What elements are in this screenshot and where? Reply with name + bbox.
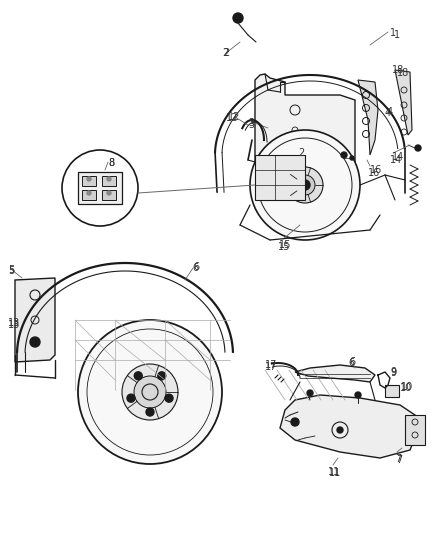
Text: 12: 12 xyxy=(226,113,238,123)
Text: 8: 8 xyxy=(108,158,114,168)
Polygon shape xyxy=(280,395,418,458)
Text: 7: 7 xyxy=(396,455,402,465)
Text: 10: 10 xyxy=(400,383,412,393)
Text: 6: 6 xyxy=(349,357,355,367)
Circle shape xyxy=(341,152,347,158)
Circle shape xyxy=(350,156,354,160)
Text: 14: 14 xyxy=(390,155,402,165)
Circle shape xyxy=(287,167,323,203)
Text: 5: 5 xyxy=(8,266,14,276)
Text: 11: 11 xyxy=(328,467,340,477)
Bar xyxy=(102,176,116,186)
Bar xyxy=(255,155,305,200)
Text: 12: 12 xyxy=(228,112,240,122)
Text: 13: 13 xyxy=(8,320,20,330)
Text: 1: 1 xyxy=(394,30,400,40)
Text: 3: 3 xyxy=(248,118,254,128)
Circle shape xyxy=(122,364,178,420)
Polygon shape xyxy=(15,278,55,362)
Text: 2: 2 xyxy=(298,148,304,158)
Text: 14: 14 xyxy=(392,152,404,162)
Circle shape xyxy=(87,191,91,195)
Text: 16: 16 xyxy=(368,168,380,178)
Circle shape xyxy=(307,390,313,396)
Polygon shape xyxy=(395,70,412,135)
Text: 2: 2 xyxy=(222,48,228,58)
Text: 8: 8 xyxy=(108,158,114,168)
Text: 16: 16 xyxy=(370,165,382,175)
Text: 6: 6 xyxy=(193,262,199,272)
Text: 17: 17 xyxy=(265,362,277,372)
Text: 7: 7 xyxy=(395,454,401,464)
Text: 3: 3 xyxy=(248,120,254,130)
Bar xyxy=(82,176,96,186)
Circle shape xyxy=(78,320,222,464)
Text: 9: 9 xyxy=(390,368,396,378)
Bar xyxy=(385,385,399,397)
Circle shape xyxy=(134,372,142,380)
Text: 15: 15 xyxy=(279,240,291,250)
Circle shape xyxy=(146,408,154,416)
Polygon shape xyxy=(255,74,355,190)
Circle shape xyxy=(165,394,173,402)
Circle shape xyxy=(233,13,243,23)
Circle shape xyxy=(158,372,166,380)
Text: 11: 11 xyxy=(329,468,341,478)
Text: 6: 6 xyxy=(192,263,198,273)
Text: 18: 18 xyxy=(392,65,404,75)
Text: 17: 17 xyxy=(265,360,277,370)
Circle shape xyxy=(337,427,343,433)
Circle shape xyxy=(285,150,295,160)
Bar xyxy=(82,190,96,200)
Circle shape xyxy=(134,376,166,408)
Circle shape xyxy=(415,145,421,151)
Text: 1: 1 xyxy=(390,28,396,38)
Bar xyxy=(405,415,425,445)
Text: 5: 5 xyxy=(8,265,14,275)
Text: 18: 18 xyxy=(397,68,409,78)
Circle shape xyxy=(30,337,40,347)
Text: 2: 2 xyxy=(223,48,229,58)
Circle shape xyxy=(355,392,361,398)
Circle shape xyxy=(107,177,111,181)
Text: 10: 10 xyxy=(401,382,413,392)
Circle shape xyxy=(300,180,310,190)
Circle shape xyxy=(295,175,315,195)
Text: 6: 6 xyxy=(348,358,354,368)
Bar xyxy=(78,172,122,204)
Text: 13: 13 xyxy=(8,318,20,328)
Bar xyxy=(102,190,116,200)
Circle shape xyxy=(250,130,360,240)
Circle shape xyxy=(87,177,91,181)
Circle shape xyxy=(291,418,299,426)
Circle shape xyxy=(62,150,138,226)
Text: 4: 4 xyxy=(385,108,391,118)
Circle shape xyxy=(127,394,135,402)
Polygon shape xyxy=(358,80,378,155)
Text: 15: 15 xyxy=(278,242,290,252)
Polygon shape xyxy=(295,365,375,382)
Text: 4: 4 xyxy=(387,107,393,117)
Text: 9: 9 xyxy=(390,367,396,377)
Circle shape xyxy=(107,191,111,195)
